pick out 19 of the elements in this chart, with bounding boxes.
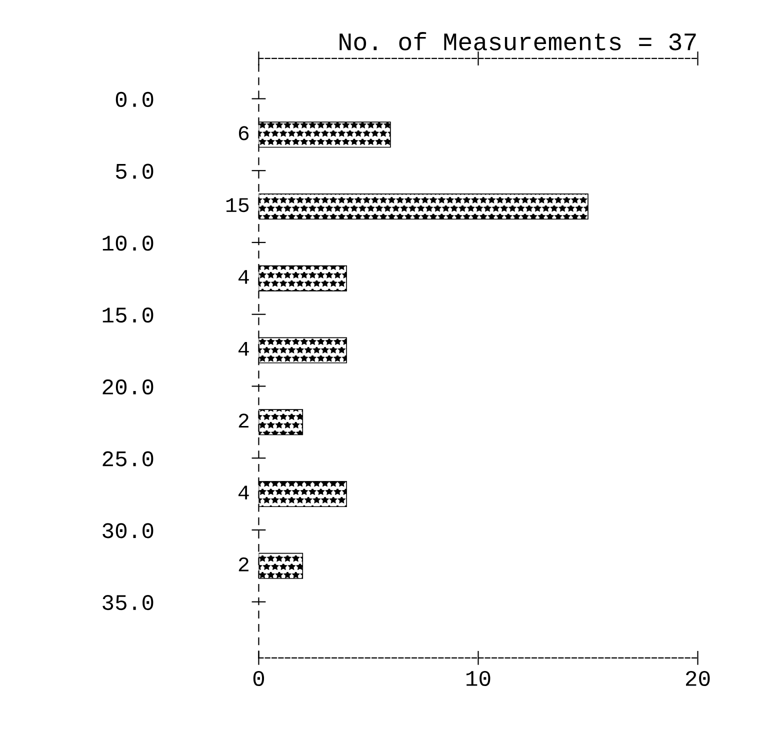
data-label: 4 [238, 270, 249, 284]
y-tick-label: 30.0 [102, 523, 154, 538]
y-tick-label: 20.0 [102, 379, 154, 394]
y-tick-label: 35.0 [102, 595, 154, 610]
data-label: 2 [238, 414, 248, 428]
y-tick-label: 15.0 [102, 308, 154, 323]
data-label: 6 [238, 126, 249, 140]
chart-title: No. of Measurements = 37 [340, 32, 696, 50]
x-tick-label: 20 [686, 670, 710, 686]
y-tick-label: 0.0 [116, 92, 154, 107]
data-label: 15 [226, 198, 249, 212]
data-label: 2 [238, 557, 248, 572]
y-tick-label: 25.0 [102, 451, 154, 466]
y-tick-label: 5.0 [116, 164, 154, 179]
data-label: 4 [238, 486, 249, 500]
data-label: 4 [238, 342, 249, 356]
x-tick-label: 10 [466, 670, 490, 686]
x-tick-label: 0 [253, 670, 264, 686]
y-tick-label: 10.0 [102, 236, 154, 251]
